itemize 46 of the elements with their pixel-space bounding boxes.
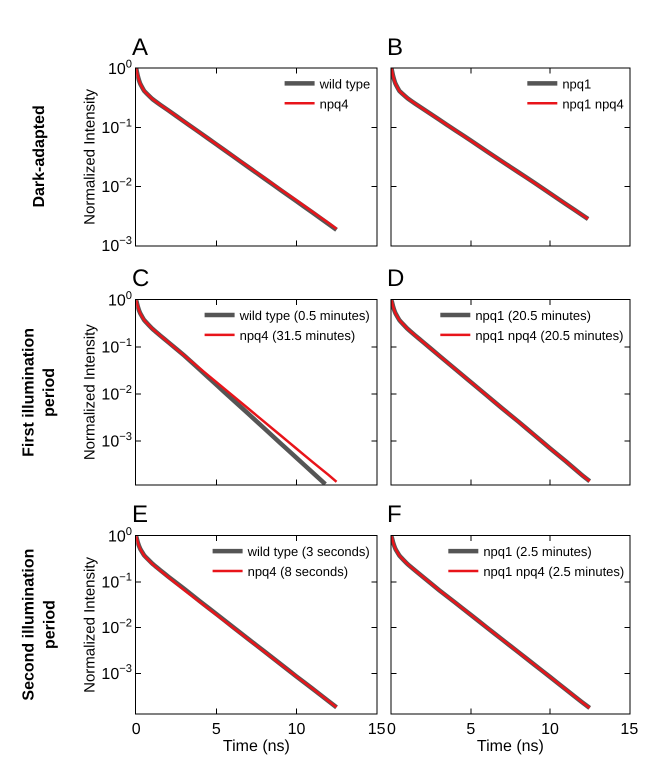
chart-title: D [387, 265, 404, 292]
y-tick-label: 10$^{0}$ [108, 58, 132, 78]
y-tick-label: 10$^{−1}$ [101, 117, 132, 138]
y-tick-label: 10$^{−3}$ [101, 663, 132, 683]
chart-title: B [387, 34, 404, 61]
y-tick-label: 10$^{−3}$ [101, 235, 132, 255]
y-tick-label: 10$^{−1}$ [101, 336, 132, 357]
legend-label: wild type (3 seconds) [246, 544, 370, 560]
x-tick-label: 10 [288, 720, 306, 738]
y-tick-label: 10$^{−2}$ [101, 176, 132, 196]
y-axis-title: Normalized Intensity [82, 88, 99, 225]
x-tick-label: 5 [466, 720, 476, 738]
y-tick-label: 10$^{−2}$ [101, 384, 132, 404]
chart-title: F [387, 501, 402, 528]
legend-label: npq1 (20.5 minutes) [475, 308, 591, 324]
y-tick-label: 10$^{0}$ [108, 526, 132, 546]
x-tick-label: 5 [212, 720, 221, 738]
legend-label: npq1 npq4 (2.5 minutes) [483, 564, 624, 580]
x-tick-label: 0 [387, 720, 396, 738]
x-axis-title: Time (ns) [476, 738, 544, 755]
legend-label: wild type [318, 76, 370, 92]
legend-label: npq4 (31.5 minutes) [240, 328, 356, 343]
legend-label: npq4 (8 seconds) [248, 564, 348, 580]
x-tick-label: 15 [368, 720, 386, 738]
chart-title: E [132, 501, 148, 528]
y-axis-title: Normalized Intensity [82, 324, 99, 460]
legend-label: npq1 npq4 [562, 96, 624, 112]
legend-label: npq1 [562, 76, 592, 92]
y-tick-label: 10$^{−3}$ [101, 430, 132, 451]
legend-label: npq1 (2.5 minutes) [483, 544, 592, 560]
y-tick-label: 10$^{−1}$ [101, 572, 132, 592]
chart-title: C [132, 265, 150, 292]
y-tick-label: 10$^{−2}$ [101, 617, 132, 638]
x-axis-title: Time (ns) [222, 738, 290, 755]
legend-label: npq1 npq4 (20.5 minutes) [475, 328, 624, 343]
text: Second illumination period [20, 548, 58, 701]
text: First illumination period [20, 328, 58, 457]
y-axis-title: Normalized Intensity [82, 556, 99, 693]
x-tick-label: 10 [541, 720, 560, 738]
x-tick-label: 15 [620, 720, 638, 738]
chart-title: A [132, 34, 148, 61]
legend-label: wild type (0.5 minutes) [238, 308, 370, 324]
x-tick-label: 0 [132, 720, 141, 738]
text: Dark-adapted [30, 105, 48, 208]
y-tick-label: 10$^{0}$ [108, 290, 132, 310]
legend-label: npq4 [320, 96, 349, 112]
